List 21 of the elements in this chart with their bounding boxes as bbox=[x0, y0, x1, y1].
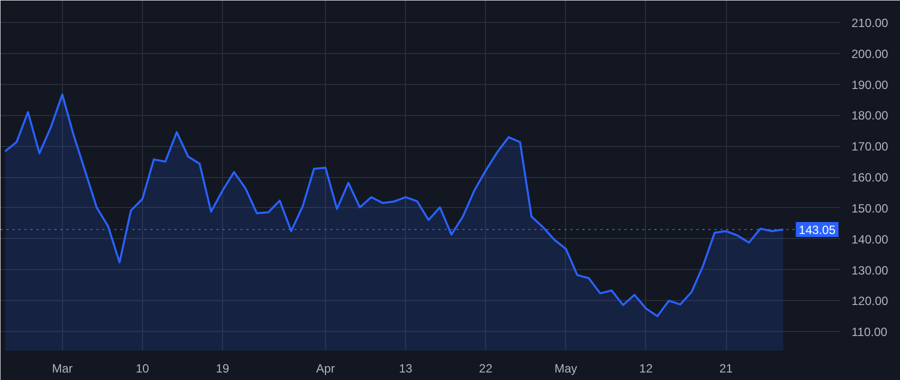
x-tick-label: 21 bbox=[719, 362, 734, 376]
x-tick-label: May bbox=[554, 362, 578, 376]
y-tick-label: 160.00 bbox=[852, 170, 889, 185]
y-tick-label: 130.00 bbox=[852, 263, 889, 278]
x-tick-label: 13 bbox=[398, 362, 413, 376]
y-tick-label: 210.00 bbox=[852, 16, 889, 30]
y-tick-label: 200.00 bbox=[852, 46, 889, 61]
y-tick-label: 140.00 bbox=[852, 232, 889, 246]
y-tick-label: 190.00 bbox=[852, 78, 889, 92]
x-tick-label: Mar bbox=[52, 362, 73, 376]
y-tick-label: 180.00 bbox=[852, 108, 889, 123]
x-tick-label: 19 bbox=[216, 362, 230, 376]
y-tick-label: 170.00 bbox=[852, 140, 889, 154]
x-tick-label: Apr bbox=[316, 362, 335, 376]
y-tick-label: 110.00 bbox=[852, 325, 888, 340]
x-tick-label: 22 bbox=[479, 362, 493, 376]
x-tick-label: 12 bbox=[639, 362, 653, 376]
x-tick-label: 10 bbox=[136, 362, 150, 376]
y-tick-label: 150.00 bbox=[852, 201, 889, 216]
y-tick-label: 120.00 bbox=[852, 294, 889, 308]
ref-line-label: 143.05 bbox=[798, 222, 836, 237]
